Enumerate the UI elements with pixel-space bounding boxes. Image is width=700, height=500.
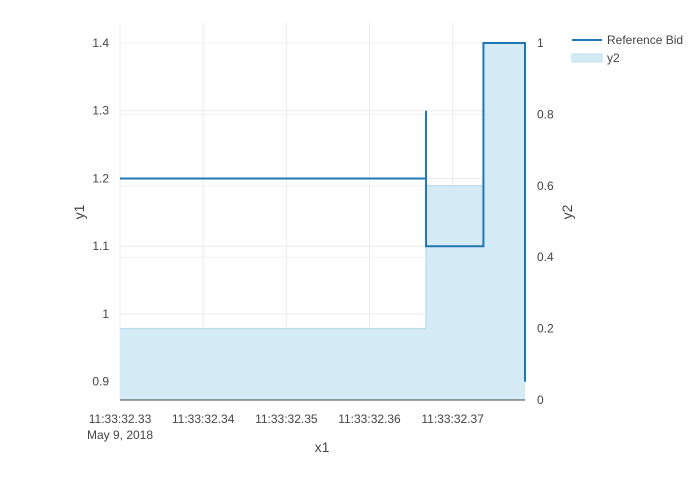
y-tick-label: 1 (102, 307, 109, 321)
y2-axis-title: y2 (559, 204, 575, 219)
x-tick-label: 11:33:32.35 (255, 412, 318, 426)
line-layer (120, 42, 526, 382)
x-axis-title: x1 (315, 439, 330, 455)
area-y2-fill (120, 43, 525, 400)
y-tick-label: 0.9 (92, 375, 109, 389)
x-tick-label: 11:33:32.36 (338, 412, 401, 426)
y-tick-label: 1.4 (92, 36, 109, 50)
y2-tick-label: 0.2 (537, 322, 554, 336)
legend-label-reference-bid: Reference Bid (607, 33, 683, 47)
x-tick-label: 11:33:32.34 (172, 412, 235, 426)
y2-tick-label: 0.8 (537, 107, 554, 121)
legend-label-y2: y2 (607, 51, 620, 65)
area-layer (120, 42, 525, 400)
y-tick-label: 1.1 (92, 239, 109, 253)
x-date-label: May 9, 2018 (87, 428, 153, 442)
legend[interactable]: Reference Bid y2 (571, 33, 683, 65)
y-tick-label: 1.2 (92, 171, 109, 185)
x-tick-label: 11:33:32.37 (421, 412, 484, 426)
axis-layer: x1 y1 y2 May 9, 2018 11:33:32.33 11:33:32… (71, 36, 575, 455)
line-reference-bid (120, 42, 526, 382)
y2-tick-label: 0.4 (537, 250, 554, 264)
y-axis-title: y1 (71, 204, 87, 219)
y-tick-label: 1.3 (92, 104, 109, 118)
legend-swatch-y2 (571, 53, 603, 63)
x-tick-label: 11:33:32.33 (89, 412, 152, 426)
y2-tick-label: 1 (537, 36, 544, 50)
y2-tick-label: 0 (537, 393, 544, 407)
y2-tick-label: 0.6 (537, 179, 554, 193)
